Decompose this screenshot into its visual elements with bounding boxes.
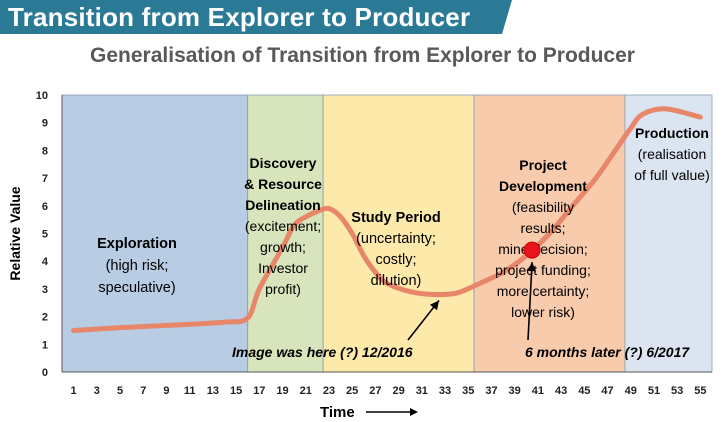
annotation-arrowhead [429,300,440,311]
x-tick-label: 13 [207,385,219,397]
y-tick-label: 4 [42,256,49,268]
x-tick-label: 37 [485,385,497,397]
x-tick-label: 29 [392,385,404,397]
x-tick-label: 27 [369,385,381,397]
x-tick-label: 21 [300,385,312,397]
x-tick-label: 1 [71,385,77,397]
phase-label-line: Delineation [245,197,320,213]
x-tick-label: 17 [253,385,265,397]
annotation: 6 months later (?) 6/2017 [525,262,690,360]
y-tick-label: 3 [42,284,48,296]
phase-label-line: (uncertainty; [356,231,436,247]
chart-title: Generalisation of Transition from Explor… [90,44,635,67]
x-axis-arrow [366,408,418,416]
phase-label-line: Production [635,125,709,141]
y-tick-label: 7 [42,173,48,185]
x-tick-label: 15 [230,385,242,397]
phase-label-line: more certainty; [497,283,590,299]
phase-label-line: mine decision; [498,241,588,257]
y-tick-label: 8 [42,145,48,157]
phase-label-line: lower risk) [511,304,575,320]
x-tick-label: 23 [323,385,335,397]
x-tick-label: 43 [555,385,567,397]
y-tick-label: 2 [42,312,48,324]
phase-label-line: (excitement; [245,218,321,234]
phase-label-development: Project Development (feasibility results; mi… [495,157,591,320]
phase-label-line: costly; [375,252,416,268]
phase-labels: Exploration (high risk; speculative) Discov… [97,125,710,320]
phase-label-line: Study Period [351,210,440,226]
phase-bands [61,94,713,373]
phase-label-discovery: Discovery & Resource Delineation (excitemen… [244,155,322,297]
relative-value-line [71,106,703,333]
x-tick-label: 39 [509,385,521,397]
phase-label-line: (feasibility [512,199,574,215]
phase-label-production: Production (realisation of full value) [634,125,709,183]
tick-labels: 1 3 5 7 9 11 13 15 17 19 21 23 25 27 29 31 33 35 37 39 41 43 4… [36,90,707,397]
phase-label-line: dilution) [371,273,422,289]
phase-label-line: project funding; [495,262,591,278]
phase-label-line: profit) [265,281,301,297]
phase-label-line: of full value) [634,167,709,183]
x-tick-label: 55 [694,385,706,397]
phase-label-exploration: Exploration (high risk; speculative) [97,236,177,296]
y-tick-label: 1 [42,339,48,351]
banner-shape [0,0,512,34]
phase-label-line: speculative) [98,280,175,296]
x-tick-label: 35 [462,385,474,397]
axes [61,95,712,373]
annotation-text: Image was here (?) 12/2016 [232,344,413,360]
phase-label-line: Discovery [250,155,317,171]
phase-band-study [322,94,475,373]
x-tick-label: 11 [184,385,196,397]
phase-label-line: (high risk; [106,258,169,274]
annotation: Image was here (?) 12/2016 [232,299,440,360]
phase-label-line: Exploration [97,236,177,252]
x-tick-label: 41 [532,385,544,397]
phase-label-study: Study Period (uncertainty; costly; dilution… [351,210,440,289]
header-banner: Transition from Explorer to Producer [0,0,512,34]
y-axis-label: Relative Value [7,186,23,280]
phase-label-line: results; [520,220,565,236]
phase-label-line: Project [519,157,567,173]
annotation-text: 6 months later (?) 6/2017 [525,344,690,360]
x-tick-label: 25 [346,385,358,397]
x-tick-label: 19 [276,385,288,397]
x-axis-label: Time [320,404,355,421]
x-tick-label: 45 [578,385,590,397]
phase-band-discovery [247,94,324,373]
phase-label-line: & Resource [244,176,322,192]
y-tick-label: 10 [36,90,48,102]
phase-label-line: (realisation [638,146,706,162]
current-position-marker [523,241,541,259]
x-tick-label: 7 [140,385,146,397]
y-tick-label: 9 [42,118,48,130]
annotation-arrowhead [527,262,537,272]
phase-label-line: Development [499,178,587,194]
y-tick-label: 6 [42,201,48,213]
phase-band-production [624,94,713,373]
phase-label-line: Investor [258,260,308,276]
annotation-arrow [527,262,533,341]
phase-label-line: growth; [260,239,306,255]
y-tick-label: 5 [42,229,48,241]
x-tick-label: 51 [648,385,660,397]
x-tick-label: 31 [416,385,428,397]
annotations: Image was here (?) 12/2016 6 months later… [232,262,690,360]
x-tick-label: 47 [601,385,613,397]
y-tick-label: 0 [42,367,48,379]
x-tick-label: 53 [671,385,683,397]
x-tick-label: 9 [163,385,169,397]
x-tick-label: 3 [94,385,100,397]
x-tick-label: 49 [625,385,637,397]
banner-title: Transition from Explorer to Producer [8,2,471,32]
x-tick-label: 33 [439,385,451,397]
x-tick-label: 5 [117,385,123,397]
